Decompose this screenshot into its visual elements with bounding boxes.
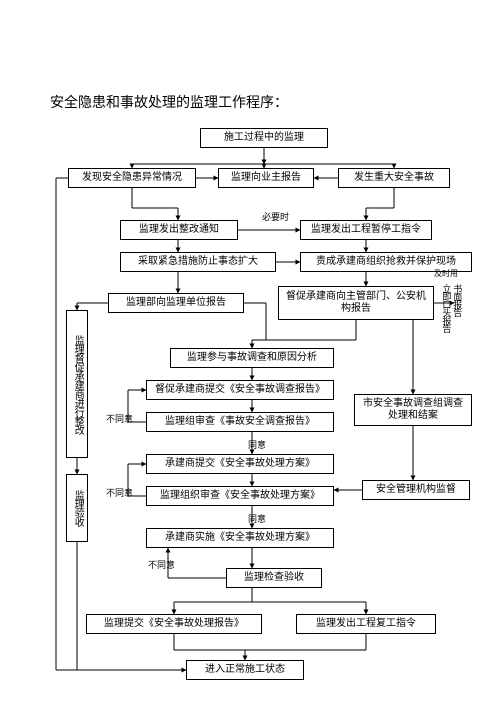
label-l_no3: 不同意 xyxy=(148,558,175,571)
node-n19: 监理发出工程复工指令 xyxy=(296,614,436,634)
label-l_yes1: 同意 xyxy=(248,438,266,451)
node-n9: 监理部向监理单位报告 xyxy=(108,293,244,313)
node-n23: 监理督促承建商进行整改 xyxy=(66,310,88,458)
label-l_yes2: 同意 xyxy=(248,512,266,525)
node-n6: 监理发出工程暂停工指令 xyxy=(300,220,432,240)
node-n10: 督促承建商向主管部门、公安机构报告 xyxy=(278,286,434,320)
node-n15: 监理组织审查《安全事故处理方案》 xyxy=(146,486,334,506)
label-l_no1: 不同意 xyxy=(106,412,133,425)
side-note: 及时用立即口头报告书面报告 xyxy=(440,284,462,332)
flowchart-canvas: 安全隐患和事故处理的监理工作程序： 施工过程中的监理发现安全隐患异常情况监理向业… xyxy=(0,0,504,713)
label-l_no2: 不同意 xyxy=(106,486,133,499)
side-note-col-0: 立即口头报告 xyxy=(441,284,451,332)
node-n3: 监理向业主报告 xyxy=(218,168,314,188)
side-note-col-1: 书面报告 xyxy=(451,284,461,332)
node-n4: 发生重大安全事故 xyxy=(338,168,450,188)
node-n1: 施工过程中的监理 xyxy=(200,128,328,148)
node-n18: 监理提交《安全事故处理报告》 xyxy=(86,614,262,634)
node-n2: 发现安全隐患异常情况 xyxy=(68,168,196,188)
node-n20: 进入正常施工状态 xyxy=(186,660,304,680)
node-n5: 监理发出整改通知 xyxy=(120,220,238,240)
side-note-prefix: 及时用 xyxy=(434,270,458,279)
label-l_nec: 必要时 xyxy=(262,210,289,223)
node-n24: 监理验收 xyxy=(66,474,88,542)
node-n22: 安全管理机构监督 xyxy=(362,480,470,500)
node-n14: 承建商提交《安全事故处理方案》 xyxy=(146,454,334,474)
node-n13: 监理组审查《事故安全调查报告》 xyxy=(146,412,334,432)
node-n17: 监理检查验收 xyxy=(226,568,322,588)
node-n11: 监理参与事故调查和原因分析 xyxy=(170,348,334,368)
node-n7: 采取紧急措施防止事态扩大 xyxy=(120,252,276,272)
node-n21: 市安全事故调查组调查处理和结案 xyxy=(354,394,472,426)
node-n12: 督促承建商提交《安全事故调查报告》 xyxy=(146,380,334,400)
node-n16: 承建商实施《安全事故处理方案》 xyxy=(146,528,334,548)
